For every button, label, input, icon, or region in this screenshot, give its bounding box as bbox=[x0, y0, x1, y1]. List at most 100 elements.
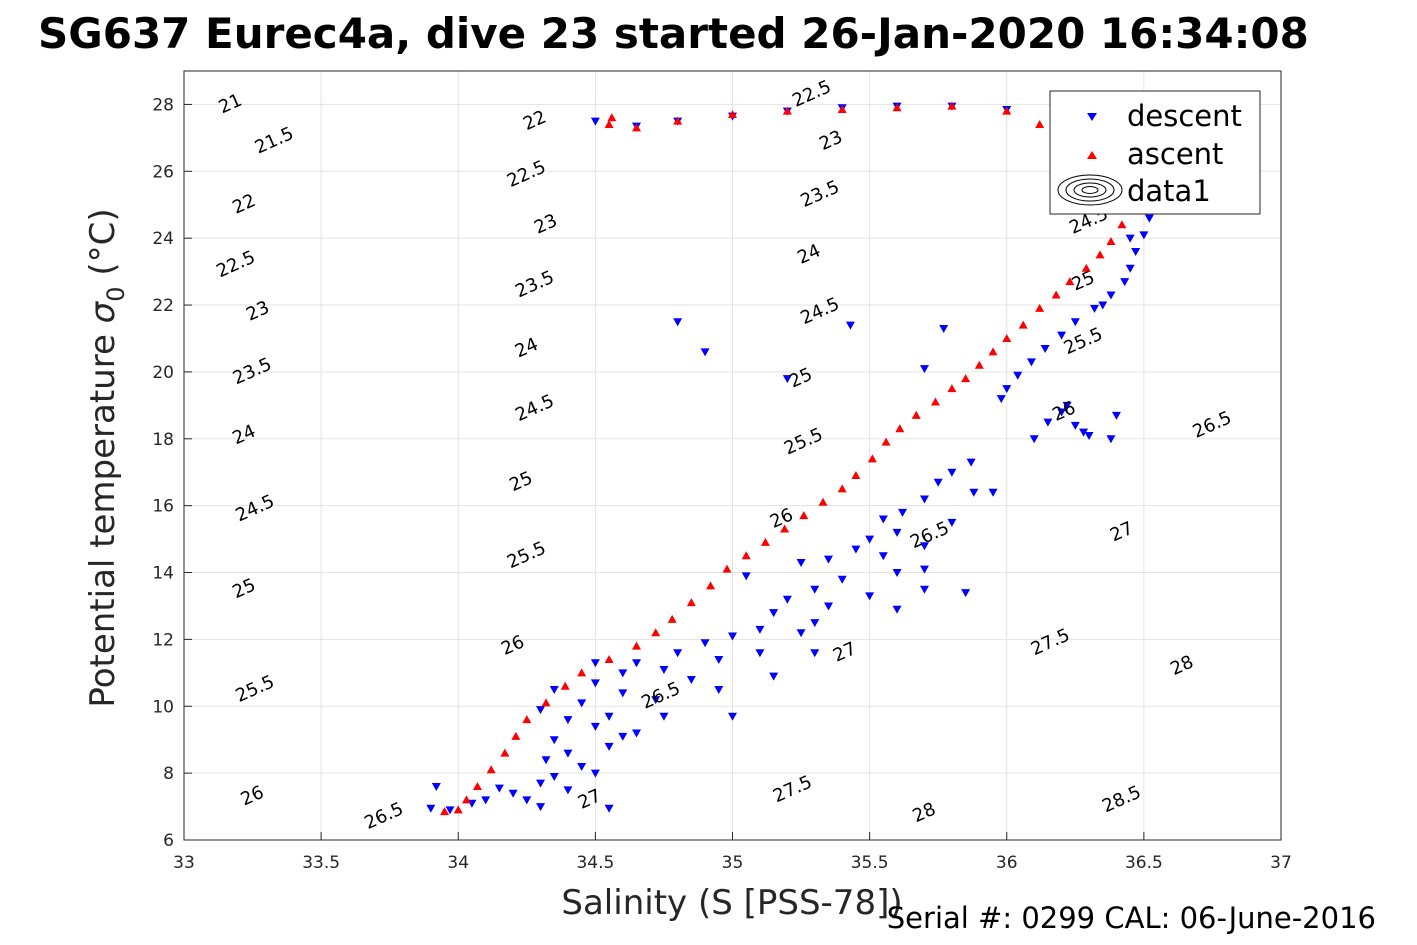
ascent-point bbox=[780, 524, 790, 533]
descent-point bbox=[590, 769, 600, 778]
descent-point bbox=[604, 742, 614, 751]
ascent-point bbox=[651, 628, 661, 637]
ascent-point bbox=[782, 106, 792, 115]
descent-point bbox=[810, 649, 820, 658]
descent-point bbox=[673, 649, 683, 658]
descent-point bbox=[810, 585, 820, 594]
ascent-point bbox=[930, 397, 940, 406]
descent-point bbox=[590, 679, 600, 688]
descent-point bbox=[431, 783, 441, 792]
descent-point bbox=[782, 375, 792, 384]
descent-point bbox=[1098, 301, 1108, 310]
ascent-point bbox=[974, 360, 984, 369]
ascent-point bbox=[607, 113, 617, 122]
y-tick-label: 28 bbox=[152, 95, 174, 115]
ascent-point bbox=[722, 564, 732, 573]
ascent-point bbox=[988, 347, 998, 356]
ascent-point bbox=[1002, 106, 1012, 115]
ascent-point bbox=[632, 641, 642, 650]
descent-point bbox=[1029, 435, 1039, 444]
descent-point bbox=[445, 806, 455, 815]
descent-point bbox=[796, 629, 806, 638]
descent-point bbox=[1070, 421, 1080, 430]
descent-point bbox=[1090, 304, 1100, 313]
x-tick-label: 37 bbox=[1270, 853, 1292, 873]
ascent-point bbox=[947, 384, 957, 393]
descent-point bbox=[1139, 231, 1149, 240]
descent-point bbox=[632, 659, 642, 668]
descent-point bbox=[1070, 318, 1080, 327]
descent-point bbox=[865, 592, 875, 601]
ascent-point bbox=[500, 748, 510, 757]
ascent-point bbox=[604, 654, 614, 663]
descent-point bbox=[939, 324, 949, 333]
descent-point bbox=[996, 395, 1006, 404]
ascent-point bbox=[1065, 277, 1075, 286]
legend-ascent-label: ascent bbox=[1127, 137, 1223, 171]
descent-point bbox=[728, 712, 737, 721]
descent-point bbox=[1079, 428, 1089, 437]
descent-point bbox=[755, 649, 765, 658]
descent-point bbox=[549, 736, 559, 745]
ascent-series bbox=[440, 101, 1130, 816]
ascent-point bbox=[522, 715, 532, 724]
descent-point bbox=[590, 722, 600, 731]
ascent-point bbox=[1106, 237, 1116, 246]
descent-point bbox=[851, 545, 861, 554]
ascent-point bbox=[881, 437, 891, 446]
descent-point bbox=[590, 659, 600, 668]
descent-point bbox=[563, 749, 573, 758]
x-tick-label: 34.5 bbox=[576, 853, 614, 873]
ascent-point bbox=[760, 537, 770, 546]
descent-point bbox=[892, 605, 902, 614]
ascent-point bbox=[440, 807, 450, 816]
ascent-point bbox=[741, 551, 751, 560]
ascent-point bbox=[577, 668, 587, 677]
descent-point bbox=[919, 542, 929, 551]
descent-point bbox=[1125, 264, 1135, 273]
ascent-point bbox=[947, 101, 957, 110]
legend-contour-icon bbox=[1057, 174, 1123, 206]
descent-point bbox=[673, 318, 683, 327]
ascent-point bbox=[1035, 119, 1045, 128]
ascent-point bbox=[1081, 263, 1091, 272]
y-tick-label: 26 bbox=[152, 162, 174, 182]
ascent-point bbox=[961, 374, 971, 383]
descent-point bbox=[536, 803, 546, 812]
y-tick-label: 14 bbox=[152, 564, 174, 584]
descent-point bbox=[549, 772, 559, 781]
legend-data1-label: data1 bbox=[1127, 174, 1211, 208]
descent-point bbox=[919, 365, 929, 374]
descent-point bbox=[604, 712, 614, 721]
descent-point bbox=[541, 756, 551, 765]
descent-point bbox=[961, 589, 971, 598]
descent-point bbox=[494, 784, 504, 793]
ascent-point bbox=[818, 497, 828, 506]
y-tick-label: 12 bbox=[152, 630, 174, 650]
y-tick-label: 24 bbox=[152, 229, 174, 249]
ascent-point bbox=[837, 104, 847, 113]
descent-point bbox=[969, 488, 979, 497]
ascent-point bbox=[667, 614, 677, 623]
descent-point bbox=[782, 595, 792, 604]
descent-point bbox=[1111, 411, 1121, 420]
descent-point bbox=[563, 786, 573, 795]
descent-point bbox=[1125, 234, 1135, 243]
descent-point bbox=[845, 321, 855, 330]
ascent-point bbox=[604, 119, 614, 128]
descent-point bbox=[865, 535, 875, 544]
serial-cal-footer: Serial #: 0299 CAL: 06-June-2016 bbox=[887, 901, 1376, 935]
descent-point bbox=[741, 572, 751, 581]
y-axis-label: Potential temperature σ0 (°C) bbox=[83, 208, 130, 707]
descent-point bbox=[1120, 278, 1130, 287]
x-tick-label: 36 bbox=[996, 853, 1018, 873]
legend-ascent-marker bbox=[1087, 151, 1097, 159]
ascent-point bbox=[1002, 333, 1012, 342]
descent-point bbox=[563, 716, 573, 725]
ascent-point bbox=[560, 681, 570, 690]
ascent-point bbox=[1051, 290, 1061, 299]
descent-point bbox=[769, 672, 779, 681]
descent-point bbox=[769, 609, 779, 618]
descent-point bbox=[898, 508, 908, 517]
